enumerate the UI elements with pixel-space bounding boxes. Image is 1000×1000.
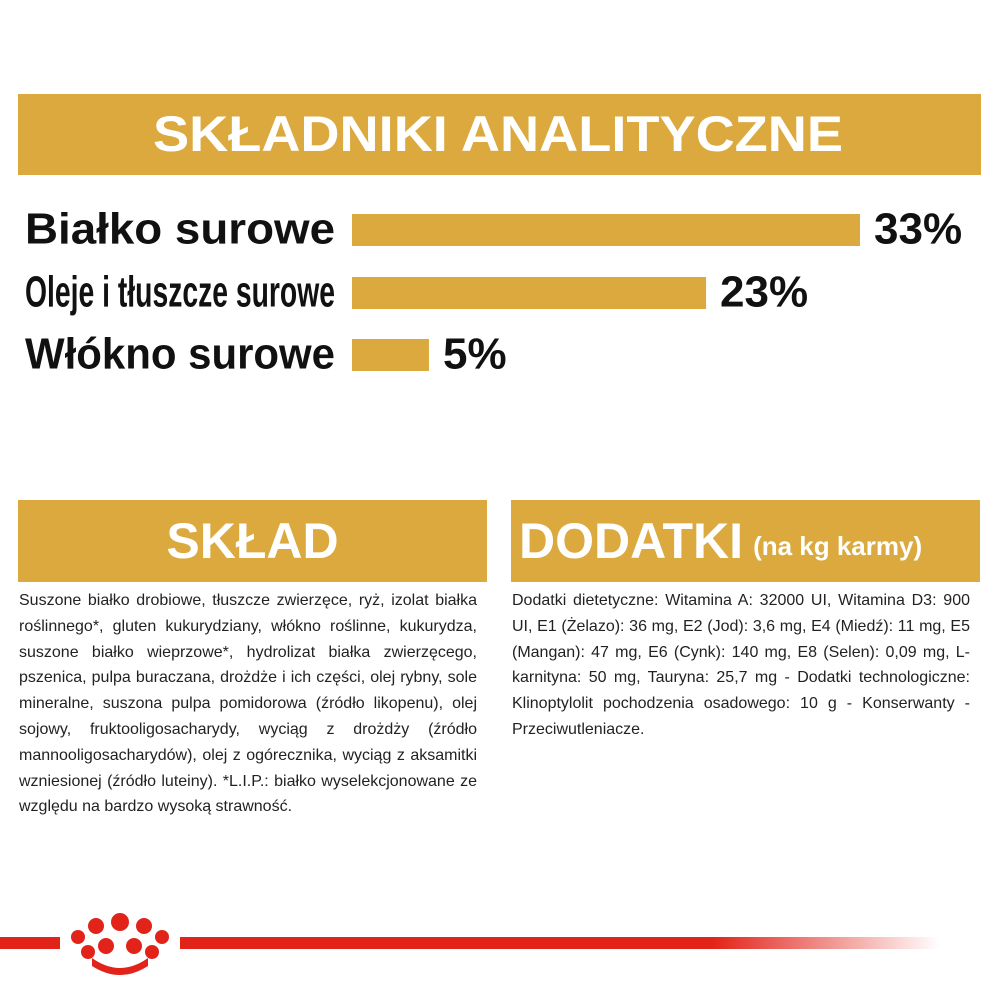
dodatki-title: DODATKI — [519, 513, 744, 569]
bar — [352, 339, 429, 371]
dodatki-text: Dodatki dietetyczne: Witamina A: 32000 U… — [512, 592, 970, 738]
crown-logo — [71, 913, 169, 975]
value-label: 23% — [720, 268, 808, 317]
bar — [352, 277, 707, 309]
category-label: Oleje i tłuszcze surowe — [25, 268, 335, 317]
red-stripe — [180, 937, 940, 949]
value-label: 33% — [874, 205, 962, 254]
bar — [352, 214, 860, 246]
category-label: Białko surowe — [25, 205, 335, 254]
category-label: Włókno surowe — [25, 330, 335, 379]
sklad-title: SKŁAD — [166, 513, 339, 569]
red-stripe — [0, 937, 60, 949]
chart-title: SKŁADNIKI ANALITYCZNE — [153, 106, 843, 162]
title-band — [18, 94, 981, 175]
dodatki-subtitle: (na kg karmy) — [753, 530, 923, 561]
chart: SKŁADNIKI ANALITYCZNE Białko surowe 33% Ol… — [18, 94, 981, 379]
sklad-text: Suszone białko drobiowe, tłuszcze zwierz… — [19, 592, 477, 816]
value-label: 5% — [443, 330, 507, 379]
sklad-header: SKŁAD — [18, 500, 487, 582]
dodatki-header: DODATKI (na kg karmy) — [511, 500, 980, 582]
